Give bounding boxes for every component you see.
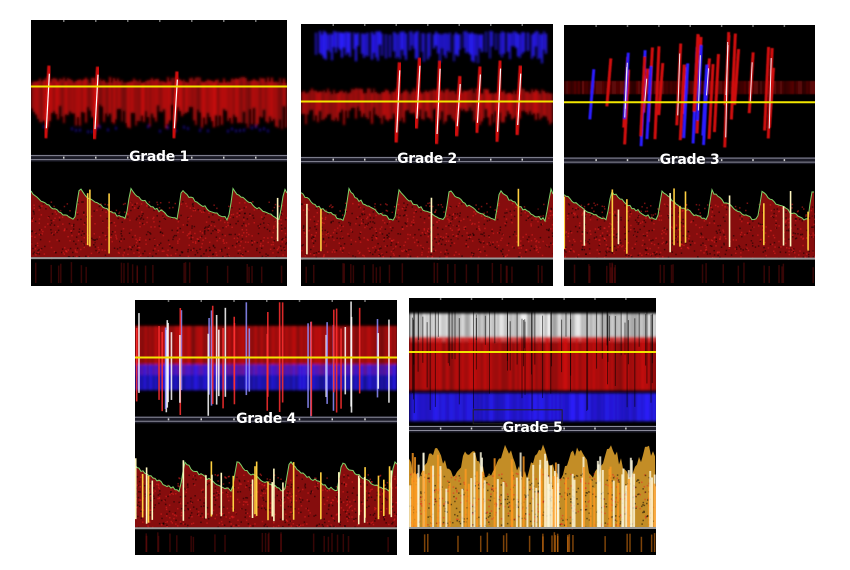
spectral-waveform <box>31 187 287 260</box>
envelope-trace <box>31 187 287 222</box>
grade-3-label: Grade 3 <box>659 151 720 168</box>
envelope-trace <box>301 187 553 223</box>
separator-bar <box>564 157 815 165</box>
doppler-spectrogram <box>409 298 656 552</box>
separator-bar <box>135 416 397 424</box>
separator-bar <box>301 156 553 164</box>
spectral-waveform <box>135 458 397 530</box>
grade-4-panel: Grade 4 <box>135 300 397 555</box>
grade-4-label: Grade 4 <box>236 410 296 427</box>
grade-1-panel: Grade 1 <box>31 20 287 286</box>
separator-bar <box>31 154 287 162</box>
spectral-waveform <box>409 444 656 530</box>
doppler-spectrogram <box>135 300 397 552</box>
doppler-spectrogram <box>564 25 815 283</box>
doppler-spectrogram <box>31 20 287 283</box>
grade-5-panel: Grade 5 <box>409 298 656 555</box>
color-mmode-region <box>301 30 553 145</box>
grade-5-label: Grade 5 <box>502 420 563 437</box>
separator-bar <box>409 425 656 433</box>
spectral-waveform <box>301 187 553 260</box>
envelope-trace <box>564 187 815 221</box>
color-mmode-region <box>31 65 287 140</box>
color-mmode-region <box>564 31 815 148</box>
grade-1-label: Grade 1 <box>129 149 189 166</box>
grade-2-panel: Grade 2 <box>301 24 553 286</box>
doppler-spectrogram <box>301 24 553 283</box>
envelope-trace <box>135 461 397 493</box>
spectral-waveform <box>564 187 815 261</box>
color-mmode-region <box>409 299 656 425</box>
grade-3-panel: Grade 3 <box>564 25 815 286</box>
grade-2-label: Grade 2 <box>397 151 457 168</box>
color-mmode-region <box>135 301 397 417</box>
